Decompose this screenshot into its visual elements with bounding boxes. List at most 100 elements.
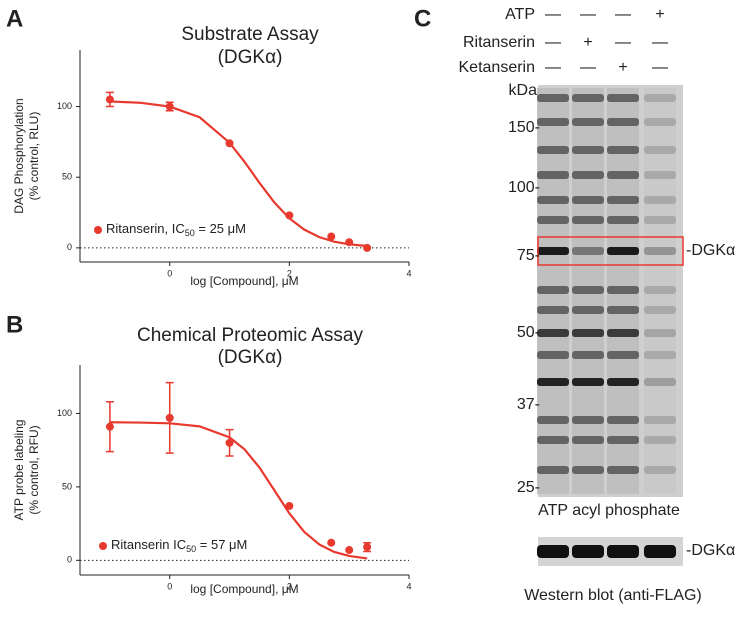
data-point [363,243,372,252]
band [572,146,604,154]
band [572,171,604,179]
y-axis-label: DAG Phosphorylation [12,98,26,213]
highlight-box [537,236,684,266]
band [607,306,639,314]
band [644,351,676,359]
condition-state: — [580,59,596,76]
band [644,94,676,102]
western-band [572,545,604,558]
band [537,436,569,444]
band [607,146,639,154]
data-point [225,139,234,148]
legend-text-part: 50 [186,544,196,554]
data-point [165,413,174,422]
chart-title: (DGKα) [218,47,283,68]
band [537,351,569,359]
y-tick-label: 0 [67,555,72,565]
band [572,286,604,294]
band [572,466,604,474]
band [537,306,569,314]
marker-label: 150- [508,119,540,136]
band [644,196,676,204]
western-caption: Western blot (anti-FLAG) [524,587,702,604]
condition-label: Ritanserin [463,34,535,51]
condition-state: — [615,34,631,51]
condition-label: ATP [505,6,535,23]
data-point [363,543,372,552]
condition-state: — [615,6,631,23]
legend-marker [99,542,107,550]
band [607,94,639,102]
band [644,436,676,444]
band [607,216,639,224]
band [607,247,639,255]
band [572,306,604,314]
marker-label: 37- [517,396,540,413]
band [644,416,676,424]
legend-label: Ritanserin, IC50 = 25 μM [106,221,246,238]
band [537,286,569,294]
x-tick-label: 2 [287,581,292,591]
unit-label: kDa [509,82,538,99]
condition-state: — [545,6,561,23]
legend-text-part: = 57 μM [196,537,247,552]
western-label: -DGKα [686,542,735,559]
band [537,216,569,224]
panel-label: C [414,5,431,32]
band [537,118,569,126]
y-axis-label: (% control, RFU) [27,425,41,514]
band [537,247,569,255]
data-point [165,102,174,111]
band [607,351,639,359]
band [644,378,676,386]
data-point [285,501,294,510]
data-point [345,546,354,555]
western-band [607,545,639,558]
y-tick-label: 50 [62,481,72,491]
band [572,378,604,386]
y-tick-label: 100 [57,101,72,111]
x-tick-label: 0 [167,581,172,591]
x-tick-label: 0 [167,268,172,278]
band [537,146,569,154]
x-tick-label: 4 [406,581,411,591]
y-axis-label: ATP probe labeling [12,420,26,521]
band [572,94,604,102]
marker-label: 75- [517,247,540,264]
data-point [345,238,354,247]
western-band [644,545,676,558]
band [572,436,604,444]
condition-state: — [652,59,668,76]
band [607,436,639,444]
x-axis-label: log [Compound], μM [190,274,298,288]
band [644,118,676,126]
band [644,171,676,179]
western-band [537,545,569,558]
y-tick-label: 100 [57,408,72,418]
data-point [225,438,234,447]
panel-label: A [6,5,23,32]
y-axis-label: (% control, RLU) [27,112,41,201]
band [607,378,639,386]
band [572,196,604,204]
band [607,286,639,294]
band [644,329,676,337]
fit-curve [109,421,368,560]
band [537,94,569,102]
marker-label: 50- [517,324,540,341]
legend-marker [94,226,102,234]
x-tick-label: 2 [287,268,292,278]
y-tick-label: 50 [62,172,72,182]
marker-label: 100- [508,179,540,196]
band [572,351,604,359]
fit-curve [109,100,368,248]
data-point [285,211,294,220]
band [644,286,676,294]
legend-text-part: Ritanserin IC [111,537,186,552]
data-point [105,422,114,431]
condition-label: Ketanserin [459,59,536,76]
condition-state: — [580,6,596,23]
band [537,378,569,386]
band [644,216,676,224]
